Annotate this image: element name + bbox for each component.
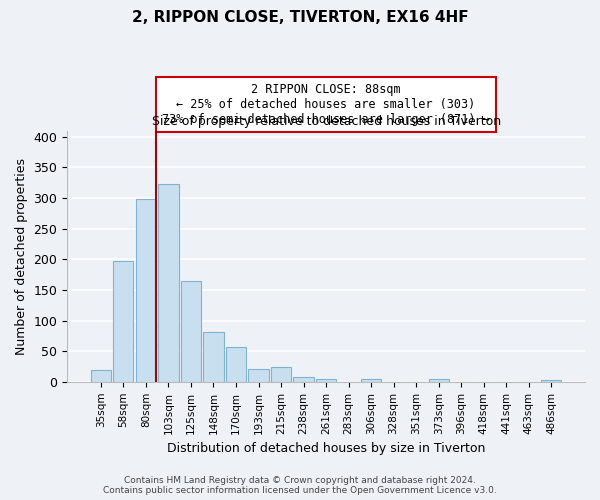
Bar — [158, 184, 179, 382]
Y-axis label: Number of detached properties: Number of detached properties — [15, 158, 28, 355]
Text: Contains HM Land Registry data © Crown copyright and database right 2024.
Contai: Contains HM Land Registry data © Crown c… — [103, 476, 497, 495]
Bar — [181, 281, 201, 382]
Text: 2, RIPPON CLOSE, TIVERTON, EX16 4HF: 2, RIPPON CLOSE, TIVERTON, EX16 4HF — [131, 10, 469, 25]
Bar — [293, 377, 314, 382]
Title: Size of property relative to detached houses in Tiverton: Size of property relative to detached ho… — [152, 115, 500, 128]
Bar — [226, 347, 246, 382]
Bar — [316, 379, 336, 382]
X-axis label: Distribution of detached houses by size in Tiverton: Distribution of detached houses by size … — [167, 442, 485, 455]
Bar — [248, 369, 269, 382]
Bar — [91, 370, 111, 382]
Bar — [271, 367, 291, 382]
Bar — [361, 379, 381, 382]
Text: 2 RIPPON CLOSE: 88sqm
← 25% of detached houses are smaller (303)
73% of semi-det: 2 RIPPON CLOSE: 88sqm ← 25% of detached … — [162, 82, 490, 126]
Bar — [113, 261, 133, 382]
Bar — [136, 200, 156, 382]
Bar — [203, 332, 224, 382]
Bar — [428, 379, 449, 382]
Bar — [541, 380, 562, 382]
